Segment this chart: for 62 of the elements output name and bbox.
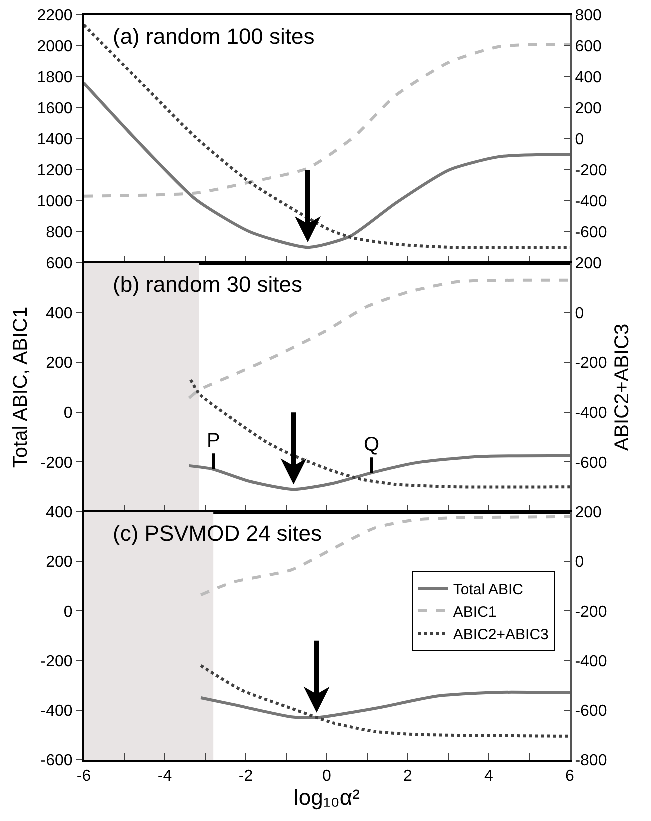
y2-tick-label: -400 xyxy=(575,405,608,422)
x-tick-label: -6 xyxy=(76,768,92,786)
y2-tick-label: 200 xyxy=(575,256,602,273)
legend-label: ABIC2+ABIC3 xyxy=(453,626,549,644)
y2-tick-label: -200 xyxy=(575,604,608,621)
y-tick-label: 0 xyxy=(64,604,73,621)
y2-tick-label: -200 xyxy=(575,355,608,372)
x-tick-label: 6 xyxy=(566,768,575,786)
y-tick-label: 600 xyxy=(46,256,73,273)
y-tick-label: 1600 xyxy=(37,100,73,118)
y-tick-label: 800 xyxy=(46,224,73,242)
y-tick-label: 0 xyxy=(64,405,73,422)
y2-tick-label: -600 xyxy=(575,454,608,472)
y-tick-label: 1400 xyxy=(37,132,73,149)
y2-tick-label: -800 xyxy=(575,752,608,770)
line-series xyxy=(188,454,570,492)
y2-tick-label: 200 xyxy=(575,100,602,118)
line-series xyxy=(200,664,570,738)
y2-tick-label: -400 xyxy=(575,194,608,211)
y-tick-label: -200 xyxy=(40,454,73,472)
x-tick-label: -4 xyxy=(158,768,172,786)
y-tick-label: -600 xyxy=(40,752,73,770)
y-tick-label: 200 xyxy=(46,355,73,372)
y2-tick-label: -600 xyxy=(575,703,608,720)
y2-tick-label: -200 xyxy=(575,162,608,180)
legend-label: Total ABIC xyxy=(453,581,524,598)
y-tick-label: 1800 xyxy=(37,70,73,87)
chart-title: (a) random 100 sites xyxy=(113,24,315,49)
annotation: P xyxy=(207,430,220,452)
chart-title: (b) random 30 sites xyxy=(113,272,303,297)
line-series xyxy=(84,24,570,250)
x-tick-label: 4 xyxy=(484,768,494,786)
line-series xyxy=(200,690,570,720)
x-axis-title: log₁₀α² xyxy=(294,785,360,810)
y2-tick-label: 0 xyxy=(575,305,584,322)
legend-label: ABIC1 xyxy=(453,604,497,621)
y-tick-label: 2000 xyxy=(37,38,73,56)
y2-tick-label: 400 xyxy=(575,70,602,87)
y-tick-label: 400 xyxy=(46,504,73,522)
line-series xyxy=(189,378,570,489)
y-tick-label: 1200 xyxy=(37,162,73,180)
y-tick-label: 200 xyxy=(46,554,73,572)
y2-tick-label: -400 xyxy=(575,653,608,670)
y2-tick-label: 0 xyxy=(575,554,584,572)
line-series xyxy=(84,82,570,249)
y-axis-title: Total ABIC, ABIC1 xyxy=(10,306,32,468)
y2-tick-label: -600 xyxy=(575,224,608,242)
y2-tick-label: 800 xyxy=(575,8,602,25)
y-tick-label: -400 xyxy=(40,703,73,720)
x-tick-label: -2 xyxy=(238,768,254,786)
y2-tick-label: 600 xyxy=(575,38,602,56)
chart-title: (c) PSVMOD 24 sites xyxy=(113,521,322,546)
y-tick-label: 2200 xyxy=(37,8,73,25)
annotation: Q xyxy=(364,434,380,456)
y2-tick-label: 0 xyxy=(575,132,584,149)
y-tick-label: 1000 xyxy=(37,194,73,211)
y2-tick-label: 200 xyxy=(575,504,602,522)
y-tick-label: -200 xyxy=(40,653,73,670)
x-tick-label: 2 xyxy=(404,768,413,786)
y-tick-label: 400 xyxy=(46,305,73,322)
y2-axis-title: ABIC2+ABIC3 xyxy=(611,324,634,452)
x-tick-label: 0 xyxy=(322,768,332,786)
